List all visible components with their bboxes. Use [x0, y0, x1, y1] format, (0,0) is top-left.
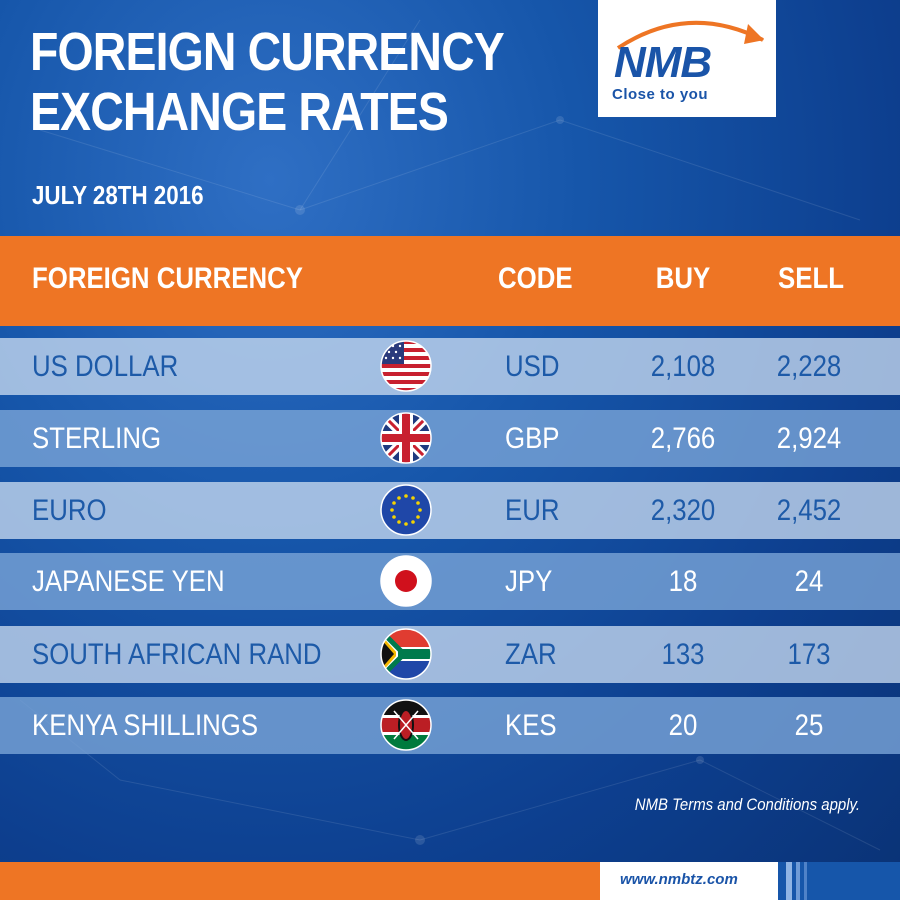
table-row: KENYA SHILLINGS KES 20 25 — [0, 697, 900, 754]
footer-bar — [0, 862, 600, 900]
footer-stripes — [778, 862, 900, 900]
table-row: EURO EUR 2,320 2,452 — [0, 482, 900, 539]
website-link[interactable]: www.nmbtz.com — [620, 871, 738, 888]
header-sell-label: SELL — [778, 262, 844, 295]
header-buy-label: BUY — [655, 262, 711, 295]
currency-name: KENYA SHILLINGS — [32, 709, 259, 742]
nmb-logo — [598, 0, 776, 117]
sell-rate-value: 2,228 — [776, 350, 842, 383]
currency-code: GBP — [505, 422, 560, 455]
header-currency: FOREIGN CURRENCY — [32, 262, 303, 295]
buy-rate-value: 2,766 — [650, 422, 716, 455]
stripe — [796, 862, 800, 900]
currency-code: JPY — [505, 565, 553, 598]
currency-code: KES — [505, 709, 557, 742]
table-header — [0, 236, 900, 326]
table-row: JAPANESE YEN JPY 18 24 — [0, 553, 900, 610]
buy-rate-value: 2,320 — [650, 494, 716, 527]
table-row: SOUTH AFRICAN RAND ZAR 133 173 — [0, 626, 900, 683]
sell-rate-value: 25 — [794, 709, 824, 742]
title-line-2: EXCHANGE RATES — [30, 82, 449, 142]
sell-rate-value: 24 — [794, 565, 824, 598]
logo-tagline: Close to you — [612, 86, 709, 103]
currency-name: STERLING — [32, 422, 162, 455]
south-africa-flag-icon — [380, 628, 432, 680]
rates-date: JULY 28TH 2016 — [32, 180, 204, 210]
table-row: STERLING GBP 2,766 2,924 — [0, 410, 900, 467]
currency-code: USD — [505, 350, 560, 383]
title-line-1: FOREIGN CURRENCY — [30, 22, 505, 82]
stripe — [804, 862, 807, 900]
uk-flag-icon — [380, 412, 432, 464]
currency-code: EUR — [505, 494, 560, 527]
kenya-flag-icon — [380, 699, 432, 751]
currency-name: SOUTH AFRICAN RAND — [32, 638, 322, 671]
table-row: US DOLLAR USD 2,108 2,228 — [0, 338, 900, 395]
buy-rate-value: 20 — [668, 709, 698, 742]
currency-code: ZAR — [505, 638, 557, 671]
eu-flag-icon — [380, 484, 432, 536]
footer-url-box — [600, 862, 778, 900]
logo-name: NMB — [614, 38, 712, 87]
sell-rate-value: 2,452 — [776, 494, 842, 527]
page-title: FOREIGN CURRENCY EXCHANGE RATES — [30, 22, 505, 142]
sell-rate-value: 173 — [787, 638, 831, 671]
japan-flag-icon — [380, 555, 432, 607]
currency-name: JAPANESE YEN — [32, 565, 225, 598]
buy-rate-value: 133 — [661, 638, 705, 671]
buy-rate-value: 18 — [668, 565, 698, 598]
buy-rate-value: 2,108 — [650, 350, 716, 383]
header-code: CODE — [498, 262, 573, 295]
currency-name: EURO — [32, 494, 107, 527]
us-flag-icon — [380, 340, 432, 392]
sell-rate-value: 2,924 — [776, 422, 842, 455]
currency-name: US DOLLAR — [32, 350, 179, 383]
stripe — [786, 862, 792, 900]
logo-swoosh-icon — [616, 20, 764, 50]
terms-note: NMB Terms and Conditions apply. — [634, 795, 860, 814]
